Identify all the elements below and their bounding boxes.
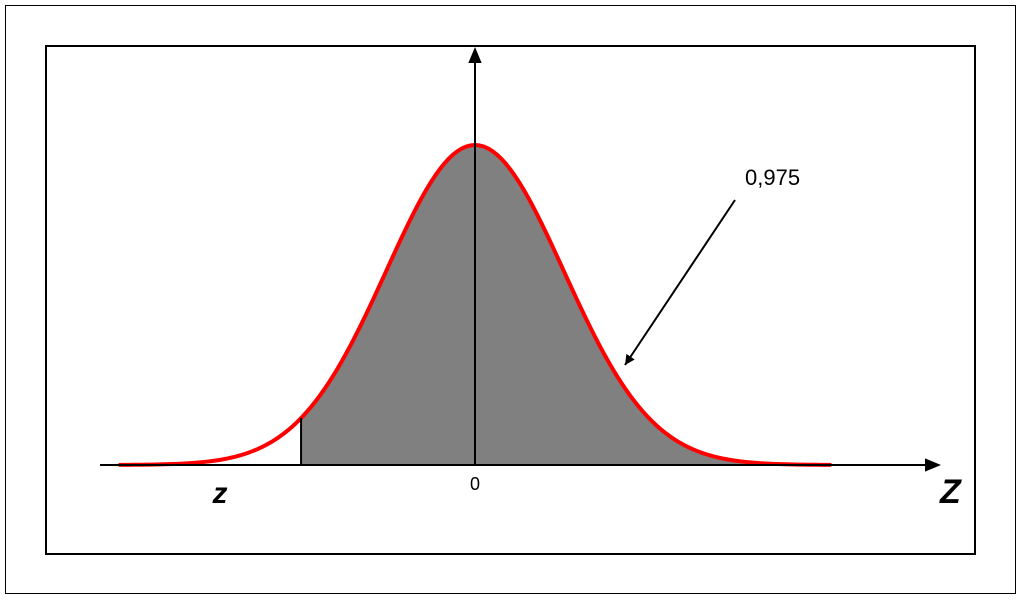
z-lower-label: z	[212, 477, 228, 510]
origin-label: 0	[470, 474, 480, 494]
probability-annotation: 0,975	[745, 165, 800, 190]
shaded-area	[301, 145, 830, 465]
normal-distribution-chart: 0 z Z 0,975	[45, 45, 976, 555]
annotation-arrow	[625, 200, 735, 365]
z-upper-label: Z	[939, 473, 962, 511]
